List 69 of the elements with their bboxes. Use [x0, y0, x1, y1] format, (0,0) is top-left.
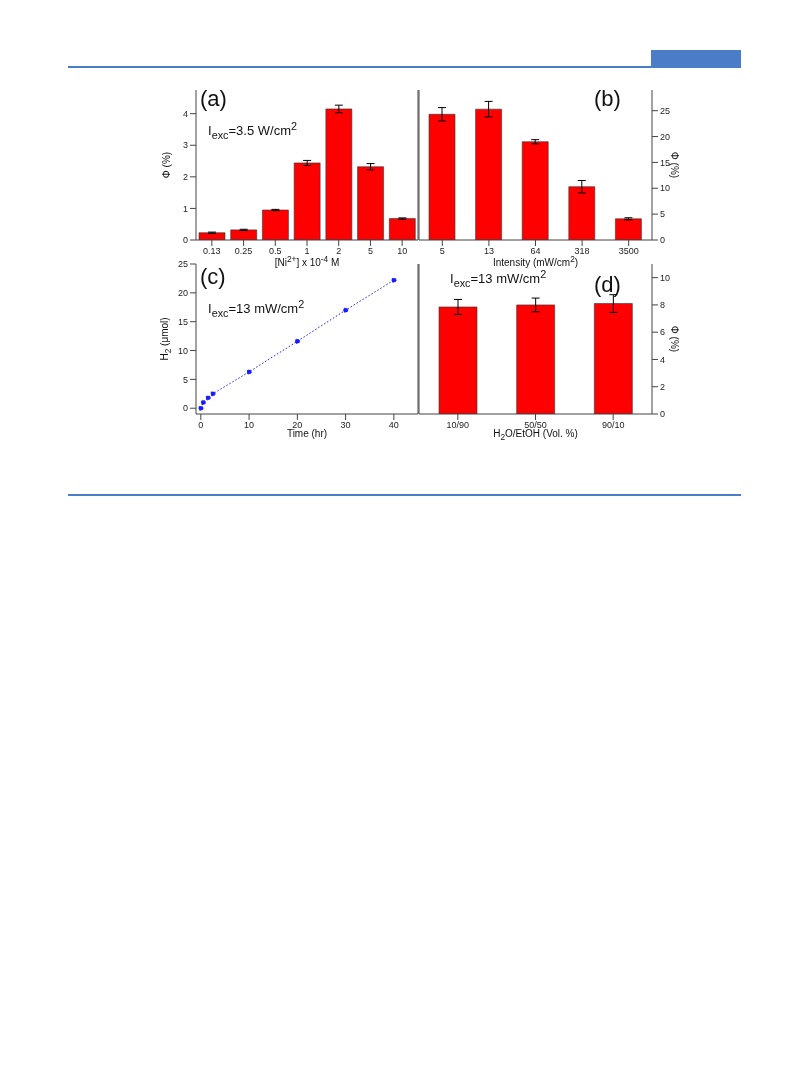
y2-axis-title: Φ (%) [668, 325, 680, 353]
x-tick-label: 1 [304, 246, 310, 257]
bar [428, 114, 456, 240]
y-tick-label: 15 [177, 316, 188, 327]
y-tick-label: 25 [177, 259, 188, 270]
y2-tick-label: 4 [660, 354, 666, 365]
x-tick-label: 90/10 [601, 420, 625, 431]
x-tick-label: 5 [439, 246, 445, 257]
y2-tick-label: 8 [660, 300, 666, 311]
x-tick-label: 10/90 [446, 420, 470, 431]
y2-tick-label: 10 [660, 183, 671, 194]
x-tick-label: 13 [483, 246, 494, 257]
bar [230, 229, 258, 240]
y2-tick-label: 25 [660, 105, 671, 116]
x-axis-title: H$_{2}$O/EtOH (Vol. %) [493, 428, 578, 442]
y-tick-label: 4 [182, 108, 188, 119]
x-axis-title: [Ni$^{2+}$] x 10$^{-4}$ M [274, 254, 340, 269]
bar [357, 166, 384, 240]
y-tick-label: 3 [182, 140, 188, 151]
bar [198, 232, 226, 240]
x-axis-title: Time (hr) [286, 428, 328, 439]
x-tick-label: 0.25 [234, 246, 253, 257]
x-tick-label: 10 [244, 420, 255, 431]
annotation: I$_{exc}$=13 mW/cm$^{2}$ [450, 268, 547, 289]
annotation: (c) [200, 264, 226, 290]
x-tick-label: 40 [388, 420, 399, 431]
y2-tick-label: 5 [660, 209, 666, 220]
bar [615, 218, 642, 240]
annotation: I$_{exc}$=13 mW/cm$^{2}$ [208, 298, 305, 319]
y2-tick-label: 20 [660, 131, 671, 142]
x-tick-label: 10 [397, 246, 408, 257]
x-tick-label: 0.13 [203, 246, 221, 257]
y2-axis-title: Φ (%) [668, 151, 680, 179]
y-tick-label: 5 [182, 374, 188, 385]
y2-tick-label: 15 [660, 157, 671, 168]
annotation: (b) [594, 86, 621, 112]
y-tick-label: 0 [182, 403, 188, 414]
bar [293, 162, 321, 240]
y-axis-title: Φ (%) [160, 151, 172, 179]
y-tick-label: 2 [182, 172, 188, 183]
annotation: I$_{exc}$=3.5 W/cm$^{2}$ [208, 120, 298, 141]
x-tick-label: 20 [292, 420, 303, 431]
y2-tick-label: 0 [660, 235, 666, 246]
bar [262, 209, 289, 240]
y2-tick-label: 2 [660, 381, 666, 392]
annotation: (a) [200, 86, 227, 112]
y-tick-label: 0 [182, 235, 188, 246]
y-tick-label: 20 [177, 288, 188, 299]
y2-tick-label: 6 [660, 327, 666, 338]
x-tick-label: 0.5 [269, 246, 282, 257]
bar [521, 141, 549, 240]
bar [475, 108, 502, 240]
x-tick-label: 3500 [618, 246, 639, 257]
y-tick-label: 1 [182, 203, 188, 214]
x-tick-label: 318 [574, 246, 590, 257]
x-tick-label: 2 [336, 246, 342, 257]
y2-tick-label: 0 [660, 409, 666, 420]
bar [568, 186, 596, 240]
bar [325, 108, 353, 240]
x-axis-title: Intensity (mW/cm$^{2}$) [492, 254, 579, 269]
x-tick-label: 64 [530, 246, 541, 257]
bar [388, 218, 416, 240]
x-tick-label: 5 [367, 246, 373, 257]
y-tick-label: 10 [177, 345, 188, 356]
x-tick-label: 0 [198, 420, 204, 431]
x-tick-label: 30 [340, 420, 351, 431]
y2-tick-label: 10 [660, 272, 671, 283]
annotation: (d) [594, 272, 621, 298]
x-tick-label: 50/50 [524, 420, 547, 431]
